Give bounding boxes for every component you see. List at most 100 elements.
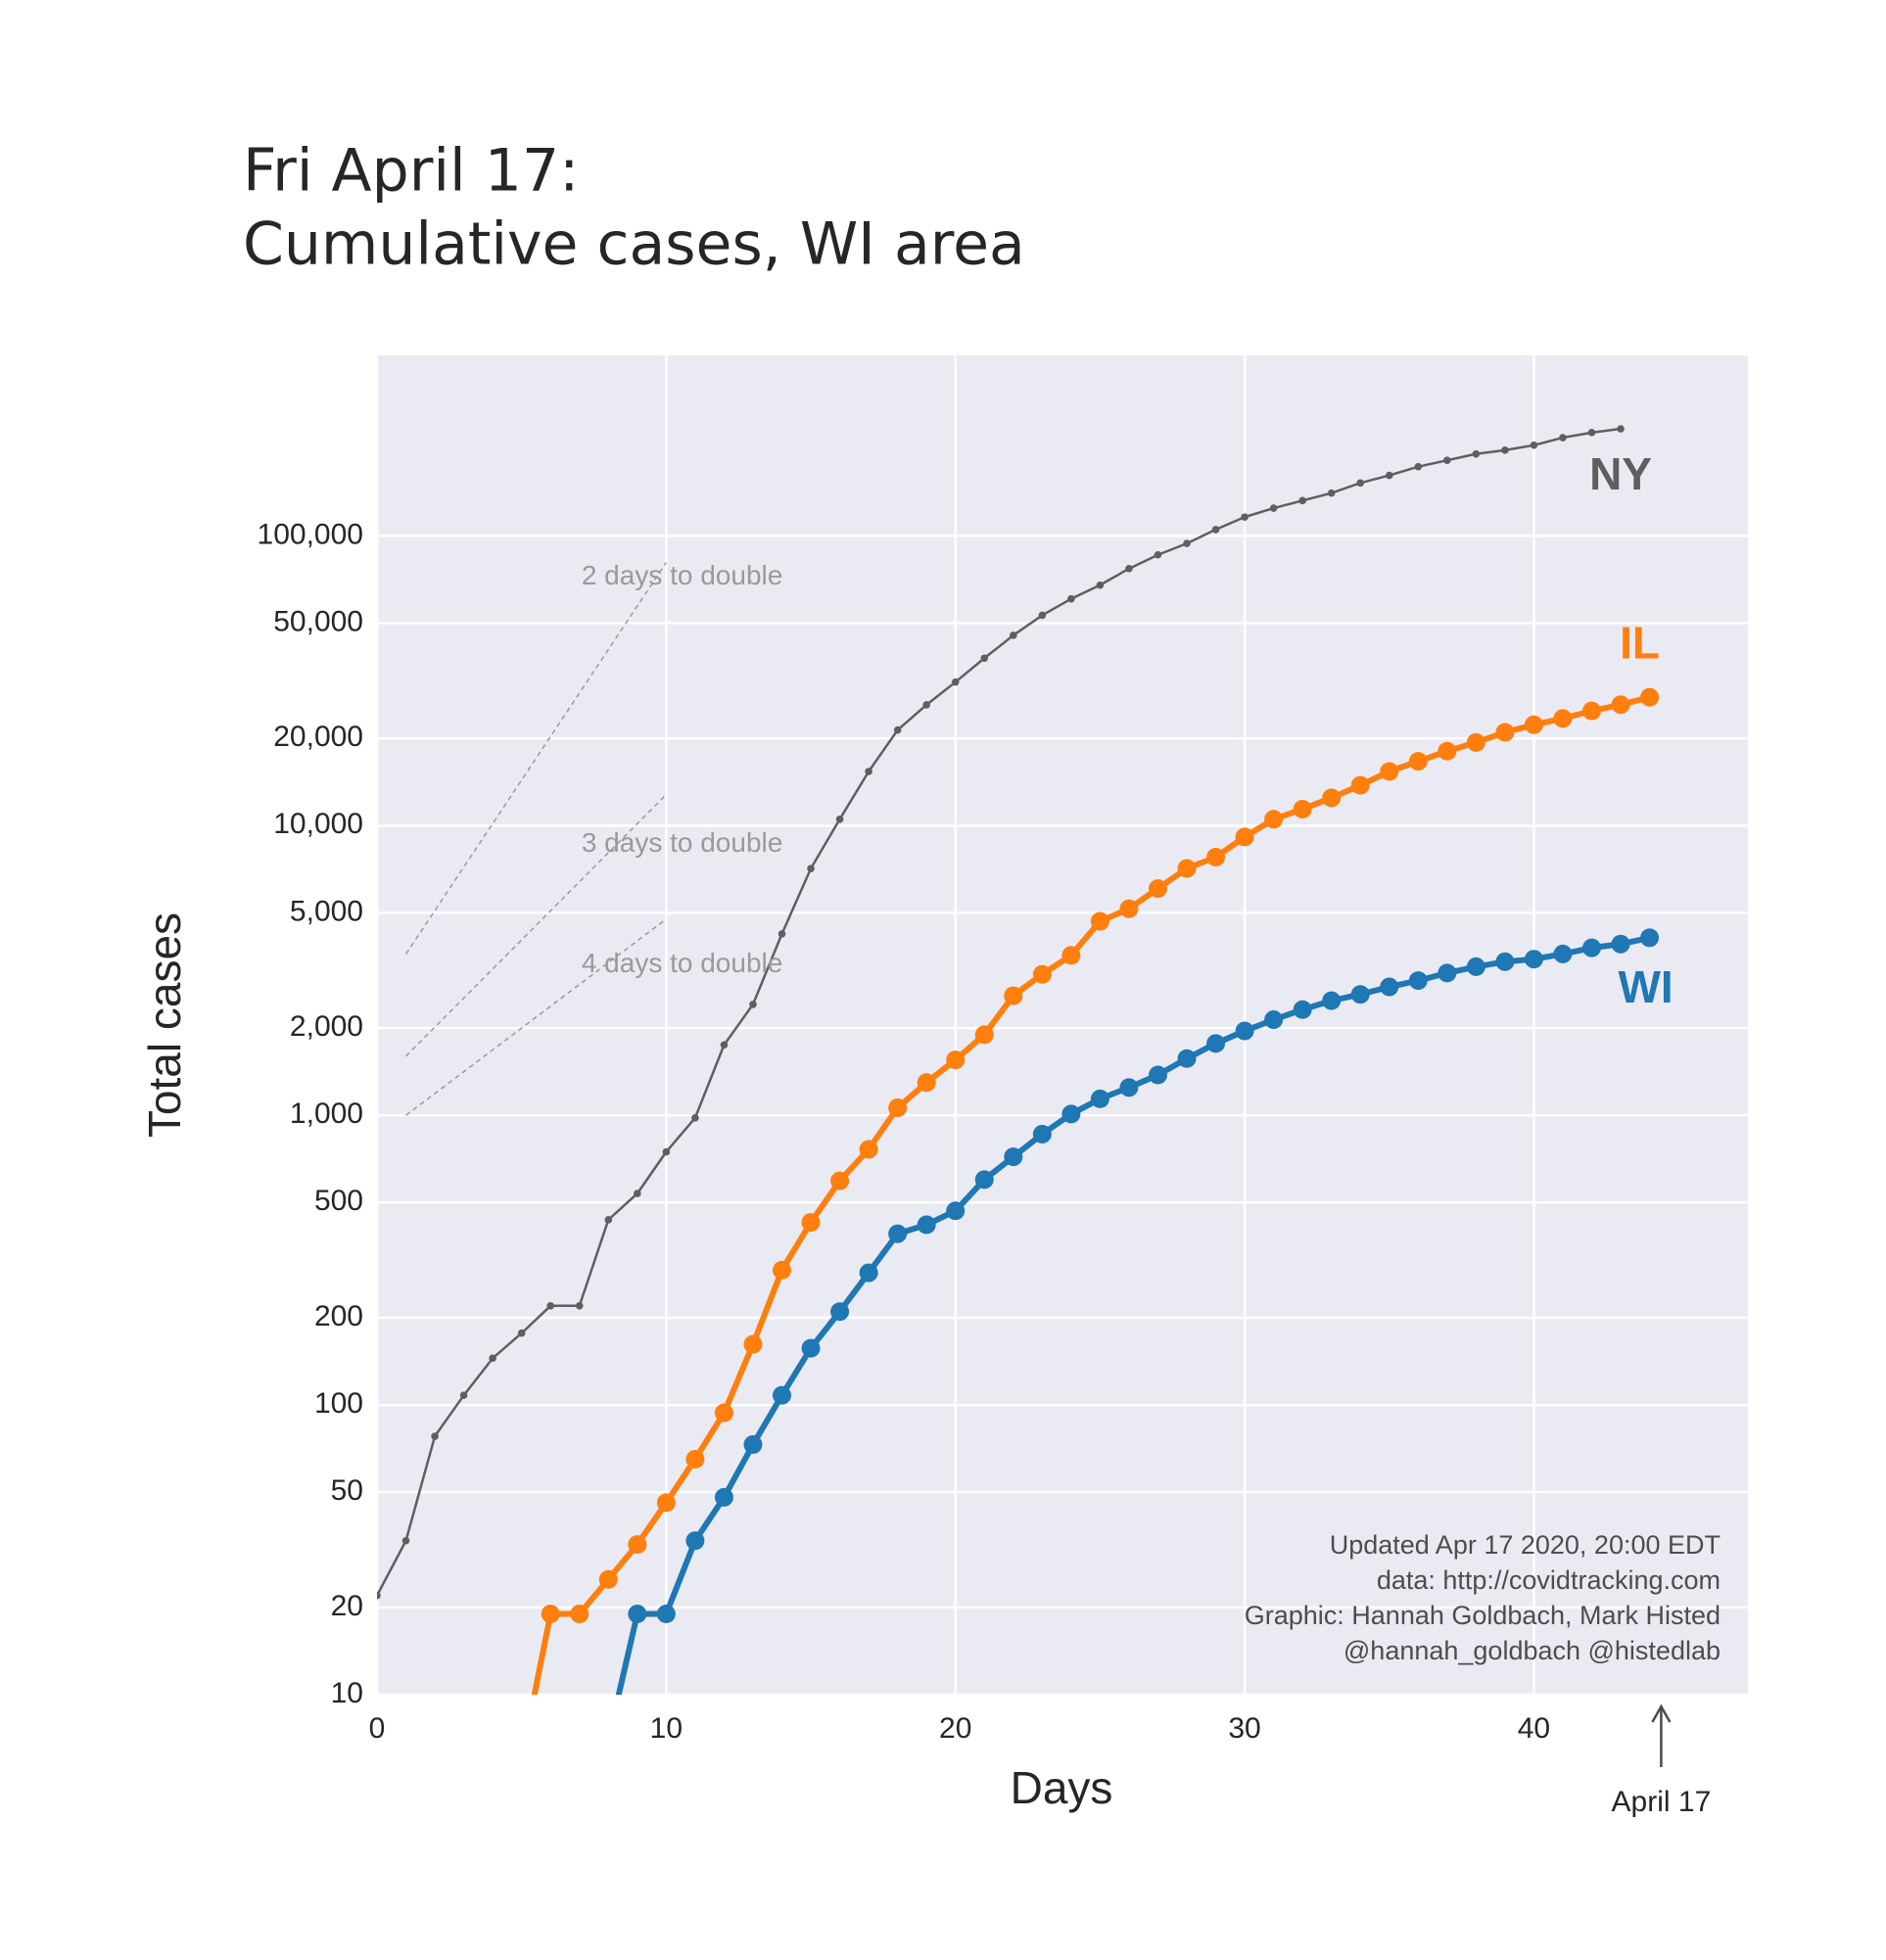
data-point: [1269, 504, 1278, 512]
x-tick-label: 20: [939, 1712, 971, 1745]
series-line: [377, 427, 1622, 1597]
data-point: [807, 864, 815, 872]
data-point: [1125, 565, 1133, 573]
data-point: [801, 1213, 821, 1233]
y-tick-label: 100: [314, 1387, 363, 1420]
data-point: [512, 1750, 531, 1768]
data-point: [1356, 479, 1365, 488]
y-tick-label: 10,000: [273, 808, 363, 840]
data-point: [1148, 1065, 1167, 1085]
data-point: [1322, 788, 1342, 808]
data-point: [1466, 732, 1485, 752]
x-tick-label: 10: [650, 1712, 683, 1745]
data-point: [778, 930, 786, 938]
data-point: [974, 1170, 994, 1190]
data-point: [1524, 715, 1543, 734]
data-point: [1350, 775, 1370, 795]
guide-label: 2 days to double: [582, 560, 783, 590]
y-tick-label: 10: [331, 1677, 363, 1709]
x-tick-label: 0: [369, 1712, 386, 1745]
data-point: [1408, 752, 1428, 771]
data-point: [541, 1605, 560, 1624]
y-tick-label: 20,000: [273, 721, 363, 753]
doubling-guide: [405, 918, 667, 1116]
data-point: [1177, 859, 1197, 878]
data-point: [859, 1263, 878, 1283]
data-point: [685, 1531, 705, 1551]
data-point: [714, 1487, 733, 1507]
x-tick-label: 40: [1518, 1712, 1550, 1745]
data-point: [1438, 741, 1457, 761]
data-point: [691, 1114, 699, 1122]
data-point: [489, 1354, 496, 1363]
data-point: [1235, 1021, 1254, 1041]
data-point: [743, 1334, 763, 1354]
data-point: [801, 1338, 821, 1358]
data-point: [830, 1171, 850, 1190]
data-point: [1241, 513, 1249, 521]
data-point: [1350, 985, 1370, 1004]
data-point: [1582, 938, 1602, 957]
data-point: [1380, 977, 1399, 997]
y-tick-label: 5,000: [290, 895, 363, 927]
data-point: [1032, 964, 1052, 984]
data-point: [1235, 827, 1254, 847]
data-point: [1293, 1000, 1312, 1019]
data-point: [628, 1535, 647, 1555]
data-point: [980, 654, 989, 663]
data-point: [893, 725, 902, 734]
overlay: 1020501002005001,0002,0005,00010,00020,0…: [258, 448, 1721, 1818]
y-tick-label: 1,000: [290, 1097, 363, 1130]
data-point: [1582, 701, 1602, 721]
data-point: [1380, 762, 1399, 781]
data-point: [743, 1435, 763, 1455]
data-point: [656, 1493, 676, 1513]
series-label: NY: [1589, 448, 1652, 499]
data-point: [1293, 799, 1312, 818]
data-point: [917, 1073, 936, 1093]
data-point: [1495, 723, 1515, 742]
data-point: [628, 1605, 647, 1624]
series-label: IL: [1620, 617, 1660, 668]
data-point: [1206, 847, 1226, 866]
data-point: [749, 1001, 757, 1008]
x-axis-label: Days: [1011, 1762, 1113, 1813]
guide-label: 3 days to double: [582, 827, 783, 858]
data-point: [662, 1147, 671, 1156]
data-point: [1119, 1078, 1139, 1097]
data-point: [570, 1605, 589, 1624]
data-point: [835, 815, 844, 823]
data-point: [1264, 1010, 1284, 1030]
data-point: [773, 1260, 792, 1280]
series-line: [531, 694, 1651, 1695]
note: Graphic: Hannah Goldbach, Mark Histed: [1245, 1601, 1721, 1630]
data-point: [1096, 581, 1105, 589]
data-point: [1553, 709, 1573, 728]
data-point: [1553, 944, 1573, 963]
y-tick-label: 50: [331, 1474, 363, 1507]
data-point: [517, 1329, 526, 1337]
data-point: [1090, 911, 1109, 931]
data-point: [946, 1201, 966, 1221]
data-point: [1617, 425, 1625, 433]
y-tick-label: 50,000: [273, 605, 363, 637]
plot-background: [377, 355, 1748, 1695]
guide-label: 4 days to double: [582, 948, 783, 978]
series-label: WI: [1618, 961, 1673, 1012]
note: data: http://covidtracking.com: [1377, 1565, 1721, 1595]
data-point: [401, 1536, 410, 1545]
data-point: [634, 1190, 641, 1197]
data-point: [598, 1569, 618, 1589]
data-point: [865, 768, 872, 775]
data-point: [1587, 429, 1596, 437]
data-point: [1322, 991, 1342, 1010]
data-point: [720, 1041, 729, 1050]
data-point: [1524, 950, 1543, 969]
data-point: [1298, 496, 1306, 505]
data-point: [685, 1449, 705, 1469]
data-point: [656, 1605, 676, 1624]
data-point: [888, 1224, 908, 1243]
y-tick-label: 2,000: [290, 1010, 363, 1043]
